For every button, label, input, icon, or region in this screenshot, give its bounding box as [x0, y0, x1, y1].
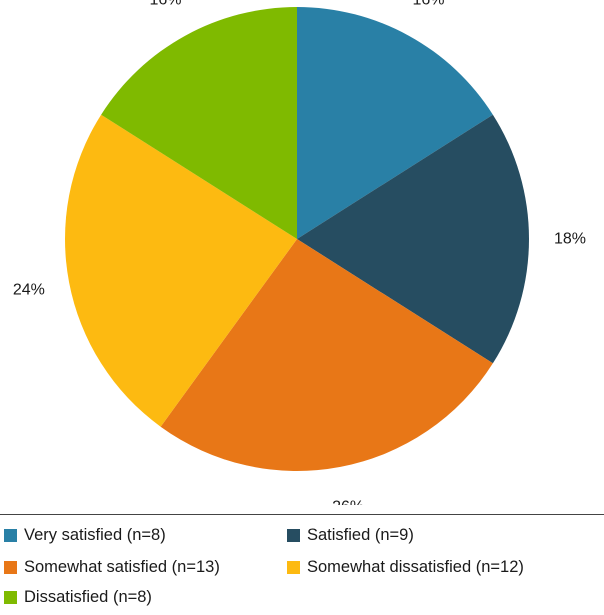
- pie-percent-labels: 16% 18% 26% 24% 16%: [13, 0, 586, 505]
- pie-label-somewhat-satisfied: 26%: [332, 499, 364, 505]
- pie-label-somewhat-dissatisfied: 24%: [13, 282, 45, 299]
- pie-label-dissatisfied: 16%: [149, 0, 181, 8]
- legend-swatch-satisfied: [287, 528, 300, 542]
- legend-swatch-somewhat-satisfied: [4, 560, 17, 574]
- chart-legend: Very satisfied (n=8) Satisfied (n=9) Som…: [0, 522, 604, 612]
- legend-item-very-satisfied: Very satisfied (n=8): [4, 522, 166, 548]
- pie-chart: 16% 18% 26% 24% 16%: [13, 0, 586, 505]
- pie-slice-very-satisfied: [297, 7, 493, 239]
- pie-label-very-satisfied: 16%: [413, 0, 445, 8]
- legend-divider: [0, 514, 604, 515]
- pie-slice-somewhat-satisfied: [160, 239, 493, 471]
- legend-swatch-dissatisfied: [4, 590, 17, 604]
- legend-swatch-very-satisfied: [4, 528, 17, 542]
- legend-label-very-satisfied: Very satisfied (n=8): [24, 525, 166, 544]
- legend-item-satisfied: Satisfied (n=9): [287, 522, 414, 548]
- legend-label-somewhat-dissatisfied: Somewhat dissatisfied (n=12): [307, 557, 524, 576]
- legend-swatch-somewhat-dissatisfied: [287, 560, 300, 574]
- pie-slice-satisfied: [297, 114, 529, 364]
- legend-item-dissatisfied: Dissatisfied (n=8): [4, 584, 152, 610]
- pie-label-satisfied: 18%: [554, 231, 586, 248]
- pie-slice-dissatisfied: [101, 7, 297, 239]
- legend-item-somewhat-satisfied: Somewhat satisfied (n=13): [4, 554, 220, 580]
- legend-label-satisfied: Satisfied (n=9): [307, 525, 414, 544]
- legend-label-dissatisfied: Dissatisfied (n=8): [24, 587, 152, 606]
- pie-slice-somewhat-dissatisfied: [65, 114, 297, 427]
- legend-label-somewhat-satisfied: Somewhat satisfied (n=13): [24, 557, 220, 576]
- legend-item-somewhat-dissatisfied: Somewhat dissatisfied (n=12): [287, 554, 524, 580]
- pie-slices: [65, 7, 529, 471]
